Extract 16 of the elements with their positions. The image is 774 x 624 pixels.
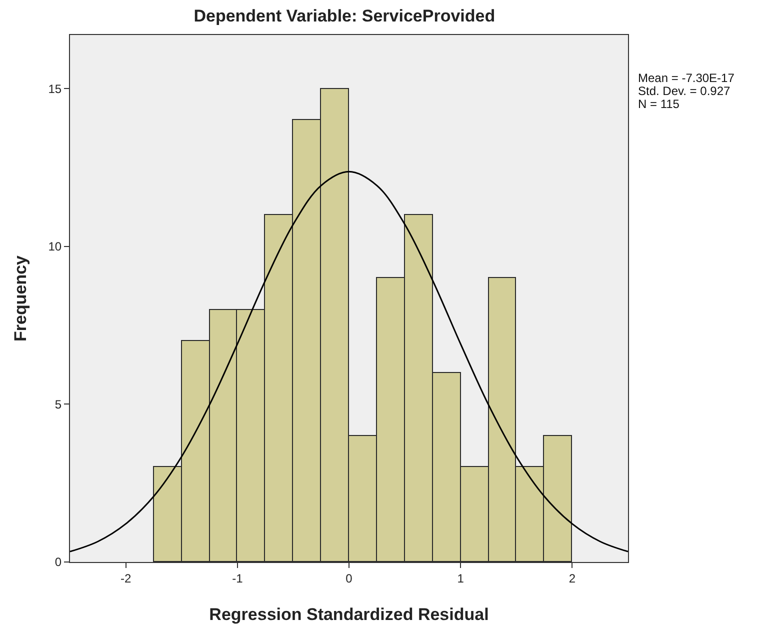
text: N = 115 [638, 97, 680, 111]
x-tick-label: -1 [232, 571, 244, 586]
y-tick-label: 5 [54, 397, 62, 412]
text: Mean = -7.30E-17 [638, 71, 735, 85]
x-axis-title: Regression Standardized Residual [209, 605, 489, 624]
y-tick-label: 0 [54, 555, 62, 570]
x-tick-label: 0 [346, 571, 353, 586]
y-axis-title: Frequency [11, 254, 30, 342]
x-tick-label: 1 [457, 571, 464, 586]
y-tick-label: 10 [48, 240, 62, 254]
text: Std. Dev. = 0.927 [638, 84, 730, 98]
x-tick-label: 2 [568, 571, 576, 586]
chart-title: Dependent Variable: ServiceProvided [194, 6, 496, 26]
y-tick-label: 15 [48, 82, 62, 96]
x-tick-label: -2 [120, 571, 132, 586]
line-series [70, 170, 628, 552]
